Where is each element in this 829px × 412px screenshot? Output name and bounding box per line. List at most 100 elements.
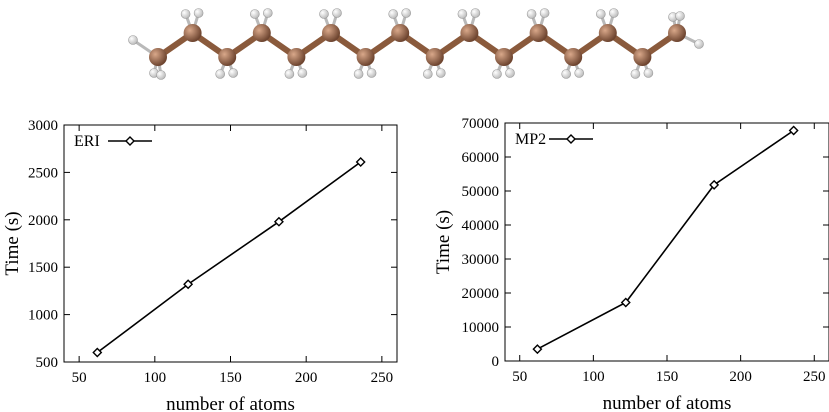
- mp2-y-tick-label: 20000: [462, 286, 500, 302]
- mp2-data-point: [532, 344, 543, 355]
- carbon-atom: [460, 24, 479, 42]
- eri-chart-svg: 50 100 150 200 250 500 1000 1500 2000 2500 3000 num…: [2, 118, 398, 412]
- hydrogen-atom: [505, 68, 515, 78]
- mp2-data-point: [709, 179, 720, 190]
- mp2-y-tick-label: 30000: [462, 252, 500, 268]
- carbon-atom: [495, 48, 513, 66]
- hydrogen-atom: [561, 69, 572, 79]
- mp2-chart-svg: 50 100 150 200 250 0 10000 20000 30000 40000 50000…: [433, 116, 829, 412]
- hydrogen-atom: [297, 68, 308, 78]
- mp2-y-tick-label: 0: [492, 354, 500, 370]
- hydrogen-atom: [180, 9, 191, 19]
- hydrogen-atom: [228, 68, 238, 78]
- hydrogen-atom: [366, 68, 377, 78]
- eri-legend-marker: [125, 136, 135, 146]
- hydrogen-atom: [263, 8, 273, 18]
- eri-data-point: [273, 216, 284, 227]
- mp2-y-tick-label: 10000: [462, 320, 500, 336]
- molecule-atoms: [128, 8, 704, 80]
- eri-x-tick-label: 150: [219, 370, 242, 386]
- carbon-atom: [149, 48, 167, 66]
- mp2-x-tick-label: 250: [803, 369, 826, 385]
- eri-y-tick-label: 2000: [28, 213, 58, 229]
- hydrogen-atom: [128, 35, 138, 45]
- carbon-atom: [564, 48, 583, 66]
- carbon-atom: [218, 48, 237, 66]
- eri-y-axis-label: Time (s): [2, 211, 23, 275]
- carbon-atom: [668, 24, 686, 42]
- mp2-y-tick-label: 60000: [462, 150, 500, 166]
- hydrogen-atom: [388, 9, 399, 19]
- eri-y-tick-label: 2500: [28, 165, 58, 181]
- hydrogen-atom: [250, 9, 260, 19]
- hydrogen-atom: [215, 69, 225, 79]
- mp2-legend-label: MP2: [515, 131, 546, 148]
- hydrogen-atom: [401, 8, 412, 18]
- eri-plot-frame: [63, 124, 398, 363]
- hydrogen-atom: [526, 9, 537, 19]
- eri-y-tick-label: 1500: [28, 260, 58, 276]
- eri-x-tick-label: 50: [72, 370, 87, 386]
- eri-x-tick-label: 200: [295, 370, 318, 386]
- carbon-atom: [598, 24, 617, 42]
- mp2-y-axis-label: Time (s): [433, 210, 454, 274]
- mp2-y-tick-label: 40000: [462, 218, 500, 234]
- hydrogen-atom: [156, 70, 166, 80]
- eri-data-point: [92, 347, 103, 358]
- mp2-x-tick-label: 200: [729, 369, 752, 385]
- eri-legend-label: ERI: [74, 133, 100, 150]
- hydrogen-atom: [422, 69, 433, 79]
- hydrogen-atom: [284, 69, 295, 79]
- hydrogen-atom: [319, 9, 329, 19]
- mp2-plot-frame: [504, 122, 829, 362]
- carbon-atom: [425, 48, 444, 66]
- hydrogen-atom: [492, 69, 502, 79]
- hydrogen-atom: [608, 8, 619, 18]
- eri-x-tick-label: 250: [371, 370, 394, 386]
- mp2-data-point: [620, 297, 631, 308]
- molecule-svg: [128, 8, 704, 80]
- mp2-series-line: [537, 129, 795, 350]
- hydrogen-atom: [595, 9, 606, 19]
- hydrogen-atom: [457, 9, 468, 19]
- carbon-atom: [529, 24, 548, 42]
- carbon-atom: [633, 48, 652, 66]
- carbon-atom: [322, 24, 340, 42]
- carbon-atom: [287, 48, 306, 66]
- mp2-legend-marker: [566, 134, 576, 144]
- carbon-atom: [252, 24, 271, 42]
- eri-y-tick-label: 500: [36, 355, 59, 371]
- mp2-x-tick-label: 50: [512, 369, 527, 385]
- hydrogen-atom: [539, 8, 550, 18]
- hydrogen-atom: [630, 69, 641, 79]
- hydrogen-atom: [574, 68, 585, 78]
- molecule-illustration: [110, 0, 710, 90]
- eri-data-point: [183, 279, 194, 290]
- hydrogen-atom: [694, 39, 704, 49]
- mp2-x-tick-label: 150: [656, 369, 679, 385]
- hydrogen-atom: [353, 69, 364, 79]
- hydrogen-atom: [675, 11, 685, 21]
- eri-series-line: [96, 161, 362, 354]
- mp2-y-tick-label: 70000: [462, 116, 500, 132]
- eri-chart: 50 100 150 200 250 500 1000 1500 2000 2500 3000 num…: [0, 110, 410, 412]
- eri-y-tick-label: 1000: [28, 308, 58, 324]
- eri-y-tick-label: 3000: [28, 118, 58, 134]
- mp2-x-tick-label: 100: [582, 369, 605, 385]
- hydrogen-atom: [470, 8, 481, 18]
- mp2-chart: 50 100 150 200 250 0 10000 20000 30000 40000 50000…: [419, 110, 829, 412]
- carbon-atom: [391, 24, 410, 42]
- hydrogen-atom: [435, 68, 446, 78]
- mp2-x-axis-label: number of atoms: [603, 393, 732, 412]
- carbon-atom: [356, 48, 375, 66]
- eri-data-point: [355, 156, 366, 167]
- eri-x-tick-label: 100: [144, 370, 167, 386]
- hydrogen-atom: [193, 8, 204, 18]
- mp2-y-tick-label: 50000: [462, 184, 500, 200]
- eri-x-axis-label: number of atoms: [166, 394, 295, 412]
- carbon-atom: [183, 24, 202, 42]
- hydrogen-atom: [332, 8, 342, 18]
- molecule-bonds: [132, 12, 700, 76]
- mp2-data-point: [788, 125, 799, 136]
- hydrogen-atom: [643, 68, 654, 78]
